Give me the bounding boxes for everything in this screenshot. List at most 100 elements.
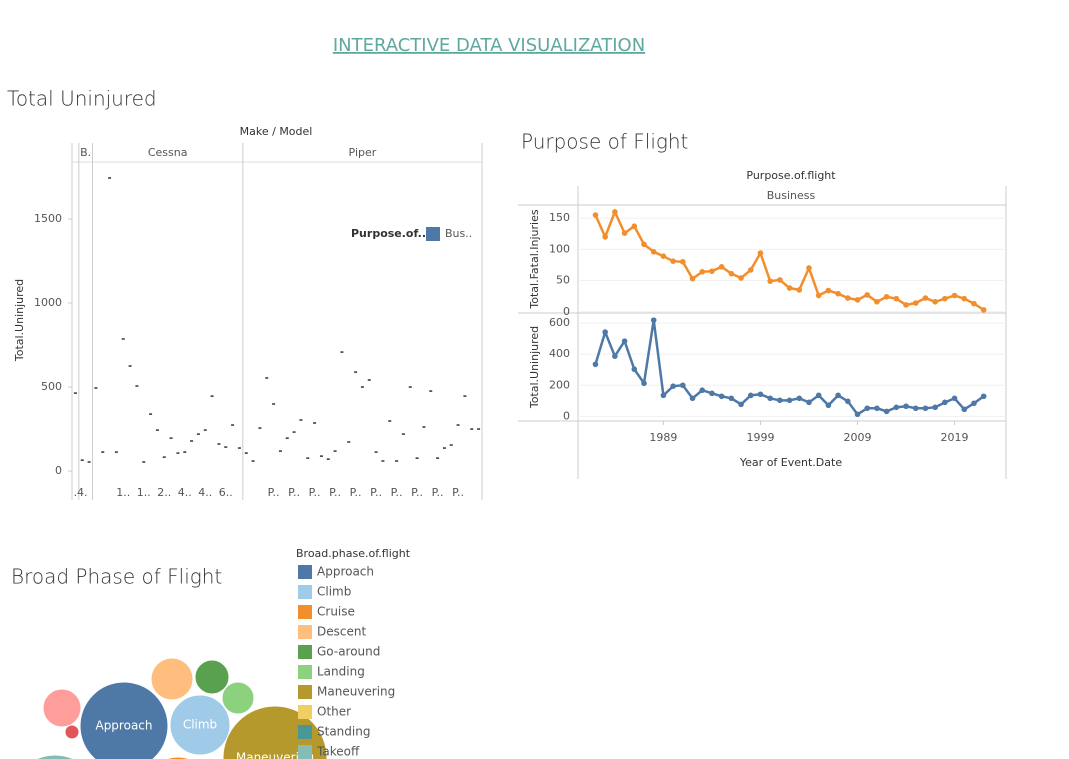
legend-swatch: [298, 685, 312, 699]
point: [738, 401, 744, 408]
point: [670, 258, 676, 264]
facet-label: Purpose.of.flight: [746, 169, 836, 182]
series-line: [594, 208, 985, 311]
point: [738, 275, 744, 281]
x-tick-label: 1989: [649, 431, 677, 444]
point: [612, 209, 618, 215]
legend-swatch: [298, 665, 312, 679]
point: [825, 287, 832, 294]
x-tick-label: 4..: [198, 486, 212, 499]
point: [709, 268, 715, 274]
y-tick-label: 100: [549, 242, 570, 255]
point: [932, 404, 938, 411]
x-tick-label: P..: [452, 486, 464, 499]
legend-label: Cruise: [317, 605, 355, 619]
x-tick-label: P..: [288, 486, 300, 499]
y-tick-label: 600: [549, 316, 570, 329]
point: [602, 329, 608, 335]
legend-swatch: [298, 745, 312, 759]
point: [641, 241, 647, 248]
point: [660, 253, 667, 259]
x-tick-label: 1..: [137, 486, 151, 499]
y-tick-label: 1500: [34, 212, 62, 225]
bubble: [79, 681, 169, 759]
point: [796, 395, 803, 402]
legend-swatch: [298, 645, 312, 659]
point: [835, 290, 841, 297]
point: [903, 403, 909, 410]
point: [602, 234, 608, 240]
point: [845, 295, 851, 301]
legend-swatch: [298, 725, 312, 739]
point: [845, 398, 851, 405]
x-tick-label: 2009: [844, 431, 872, 444]
legend-label: Bus..: [445, 227, 472, 240]
point: [612, 353, 618, 360]
point: [806, 399, 812, 406]
chart-title: Broad Phase of Flight: [11, 565, 222, 589]
legend-swatch: [298, 605, 312, 619]
legend-label: Landing: [317, 665, 365, 679]
point: [650, 317, 657, 323]
x-tick-label: P..: [309, 486, 321, 499]
legend-label: Go-around: [317, 645, 380, 659]
legend-swatch: [298, 705, 312, 719]
point: [932, 298, 938, 305]
x-tick-label: P..: [411, 486, 423, 499]
bubble: [64, 724, 80, 740]
point: [757, 391, 764, 398]
y-tick-label: 150: [549, 211, 570, 224]
y-tick-label: 200: [549, 378, 570, 391]
legend-title: Broad.phase.of.flight: [296, 547, 411, 560]
x-tick-label: 2..: [157, 486, 171, 499]
point: [796, 287, 803, 293]
point: [747, 392, 754, 399]
point: [806, 265, 812, 271]
facet-header: B.: [80, 146, 91, 159]
legend-label: Descent: [317, 625, 366, 639]
x-tick-label: 1..: [116, 486, 130, 499]
bubble-label: Approach: [95, 719, 152, 733]
point: [961, 406, 968, 413]
point: [903, 302, 909, 308]
point: [592, 361, 599, 368]
y-tick-label: 0: [563, 409, 570, 422]
facet-header: Cessna: [148, 146, 188, 159]
point: [728, 395, 735, 402]
point: [592, 212, 599, 218]
point: [874, 298, 880, 305]
legend-title: Purpose.of...: [351, 227, 430, 240]
legend-label: Climb: [317, 585, 351, 599]
chart-title: Total Uninjured: [7, 87, 157, 111]
y-axis-label: Total.Fatal.Injuries: [528, 209, 541, 309]
point: [689, 275, 696, 282]
point: [709, 390, 715, 397]
point: [961, 295, 968, 302]
point: [971, 300, 977, 307]
legend-swatch: [426, 227, 440, 241]
bubble: [169, 694, 231, 756]
point: [883, 293, 890, 300]
legend-swatch: [298, 565, 312, 579]
x-axis-label: Year of Event.Date: [739, 456, 842, 469]
point: [825, 402, 832, 409]
y-tick-label: 500: [41, 380, 62, 393]
bubble: [42, 688, 82, 728]
point: [699, 268, 706, 275]
legend-label: Other: [317, 705, 351, 719]
point: [660, 392, 667, 399]
x-tick-label: .: [74, 486, 78, 499]
bubble: [221, 681, 255, 715]
page-title: INTERACTIVE DATA VISUALIZATION: [333, 35, 645, 56]
bubble: [35, 754, 75, 759]
x-tick-label: P..: [370, 486, 382, 499]
x-tick-label: P..: [350, 486, 362, 499]
point: [893, 295, 900, 302]
legend-label: Standing: [317, 725, 370, 739]
x-tick-label: 6..: [219, 486, 233, 499]
point: [747, 267, 754, 273]
point: [864, 292, 871, 298]
facet-header: Business: [767, 189, 816, 202]
facet-header: Piper: [349, 146, 377, 159]
y-tick-label: 1000: [34, 296, 62, 309]
